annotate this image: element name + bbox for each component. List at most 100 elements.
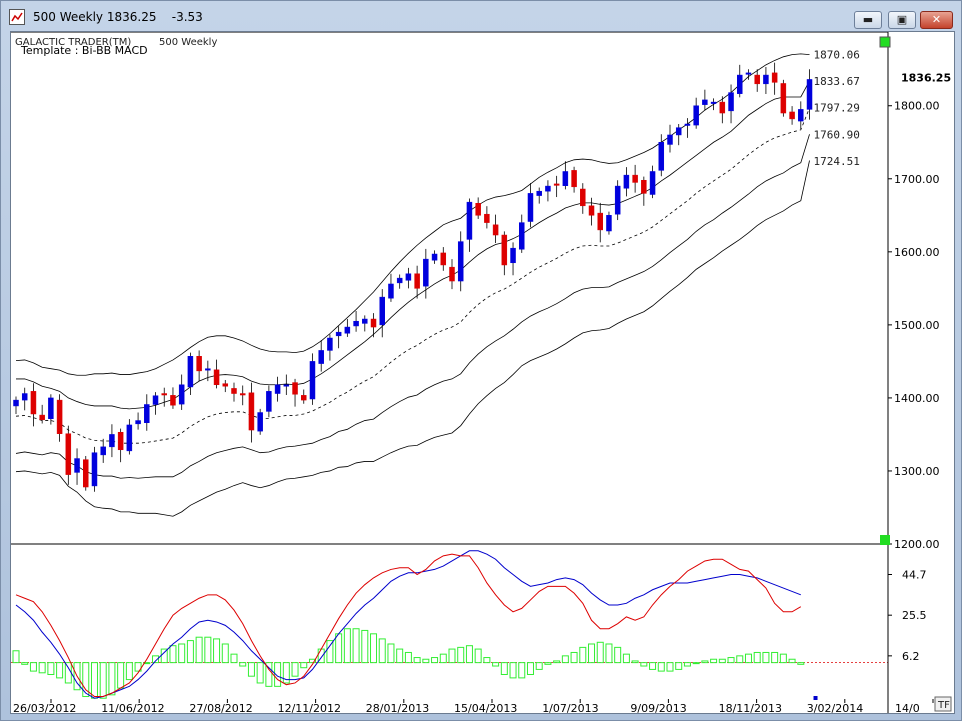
candle-body (545, 185, 551, 192)
macd-histogram-bar (117, 662, 125, 689)
macd-histogram-bar (509, 662, 517, 679)
candle-body (571, 170, 577, 188)
candle-body (370, 318, 377, 328)
candle-body (806, 79, 813, 110)
candle-body (693, 105, 699, 126)
macd-histogram-bar (64, 662, 72, 684)
candle-body (623, 174, 630, 189)
candle-body (597, 212, 603, 231)
candle-body (484, 213, 490, 223)
chart-canvas[interactable]: GALACTIC TRADER(TM) 500 Weekly Template … (11, 32, 954, 713)
macd-histogram-bar (221, 643, 229, 664)
candle-body (606, 215, 612, 232)
candle-body (117, 431, 124, 451)
candle-body (536, 190, 542, 196)
tf-button[interactable] (934, 696, 952, 712)
candle-body (83, 459, 89, 488)
candle-body (91, 452, 98, 487)
candle-body (205, 368, 211, 371)
price-tick-label: 1800.00 (894, 100, 940, 113)
chart-app-icon-glyph (11, 12, 23, 22)
x-tick-label: 3/02/2014 (807, 702, 863, 713)
macd-histogram-bar (352, 628, 360, 664)
candle-body (780, 83, 787, 114)
macd-histogram-bar (195, 636, 203, 664)
candle-body (414, 273, 420, 289)
candle-body (362, 318, 368, 324)
candle-body (684, 123, 691, 126)
title-bar[interactable]: 500 Weekly 1836.25 -3.53 ▬ ▣ ✕ (1, 1, 961, 35)
candle-body (152, 395, 159, 405)
macd-tick-label: 6.2 (902, 650, 920, 663)
candle-body (475, 203, 481, 216)
panel-marker-bottom[interactable] (880, 535, 890, 545)
candle-body (719, 101, 726, 114)
macd-histogram-bar (404, 651, 412, 664)
macd-histogram-bar (335, 633, 343, 664)
candle-body (65, 433, 72, 475)
minimize-button[interactable]: ▬ (854, 11, 882, 29)
macd-histogram-bar (178, 643, 186, 664)
candle-body (379, 296, 385, 326)
macd-histogram-bar (230, 653, 238, 664)
band-value-label: 1797.29 (814, 102, 860, 115)
band-value-label: 1870.06 (814, 49, 860, 62)
macd-histogram-bar (640, 662, 648, 667)
candle-body (614, 185, 621, 215)
macd-panel (11, 550, 888, 700)
macd-histogram-bar (701, 660, 709, 664)
macd-histogram-bar (718, 658, 726, 664)
macd-histogram-bar (274, 662, 282, 687)
macd-histogram-bar (675, 662, 683, 670)
x-tick-label: 18/11/2013 (719, 702, 782, 713)
macd-histogram-bar (213, 638, 221, 664)
maximize-button[interactable]: ▣ (888, 11, 916, 29)
candle-body (213, 369, 220, 386)
chart-area[interactable]: GALACTIC TRADER(TM) 500 Weekly Template … (10, 31, 955, 714)
macd-histogram-bar (282, 662, 290, 684)
candle-body (580, 188, 586, 207)
macd-histogram-bar (579, 646, 587, 664)
macd-histogram-bar (291, 662, 299, 677)
macd-histogram-bar (797, 662, 805, 665)
macd-histogram-bar (535, 662, 543, 670)
candle-body (771, 72, 778, 83)
candle-body (292, 382, 298, 395)
macd-histogram-bar (12, 650, 20, 664)
candle-body (710, 101, 717, 104)
panel-marker-top[interactable] (879, 36, 891, 48)
macd-histogram-bar (90, 662, 98, 699)
macd-histogram-bar (561, 655, 569, 664)
close-button[interactable]: ✕ (920, 11, 953, 29)
macd-histogram-bar (448, 648, 456, 664)
candle-body (231, 388, 237, 394)
macd-histogram-bar (99, 662, 107, 699)
macd-histogram-bar (396, 648, 404, 664)
bollinger-band-upper1 (16, 80, 810, 410)
candle-body (501, 234, 508, 266)
macd-histogram-bar (265, 662, 273, 687)
candle-body (301, 395, 307, 401)
candle-body (440, 252, 447, 266)
macd-histogram-bar (186, 640, 194, 664)
macd-histogram-bar (622, 653, 630, 664)
macd-histogram-bar (771, 651, 779, 664)
candle-body (423, 258, 429, 287)
macd-histogram-bar (736, 655, 744, 664)
band-value-label: 1724.51 (814, 155, 860, 168)
candle-body (405, 273, 412, 281)
macd-histogram-bar (29, 662, 37, 672)
macd-histogram-bar (56, 662, 64, 679)
macd-histogram-bar (474, 648, 482, 664)
macd-histogram-bar (465, 645, 473, 664)
macd-histogram-bar (387, 643, 395, 664)
macd-histogram-bar (239, 662, 247, 667)
x-tick-label: 28/01/2013 (366, 702, 429, 713)
macd-histogram-bar (308, 658, 316, 664)
macd-histogram-bar (596, 641, 604, 664)
candle-body (789, 111, 795, 120)
macd-histogram-bar (108, 662, 116, 696)
macd-histogram-bar (614, 646, 622, 664)
candle-body (763, 74, 769, 85)
candle-body (457, 241, 464, 282)
